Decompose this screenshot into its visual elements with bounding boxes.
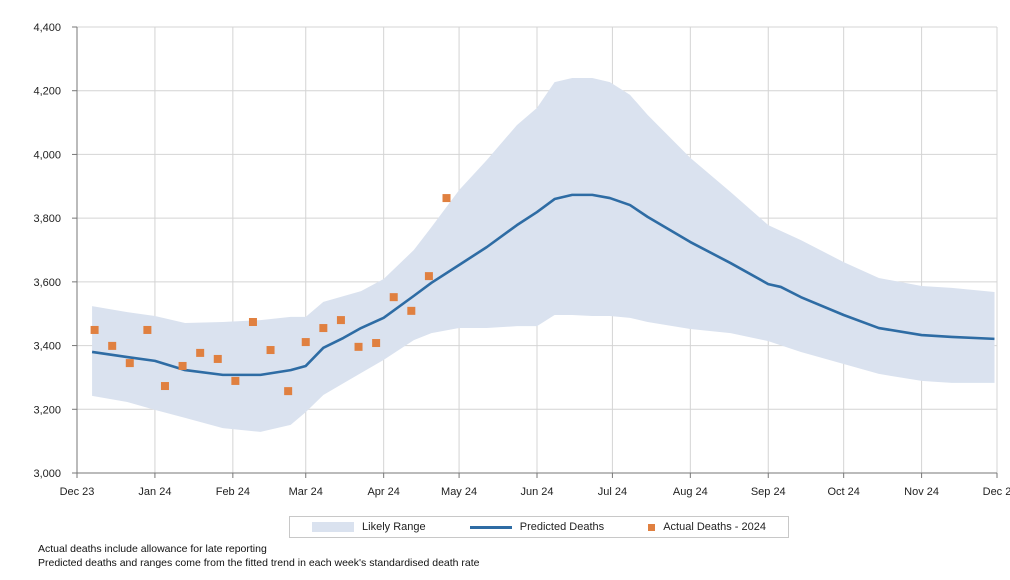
x-tick-label: Jul 24 (598, 486, 627, 498)
actual-death-point (372, 339, 381, 348)
point-swatch (648, 523, 656, 531)
y-tick-label: 4,200 (33, 86, 61, 98)
actual-death-point (301, 338, 310, 347)
actual-death-point (284, 387, 293, 396)
predicted-deaths-line (91, 193, 995, 377)
actual-death-point (143, 325, 152, 334)
actual-death-point (231, 376, 240, 385)
x-tick-label: Dec 23 (60, 486, 95, 498)
x-tick-label: Oct 24 (827, 486, 859, 498)
y-tick-label: 3,200 (33, 404, 61, 416)
x-tick-label: Mar 24 (289, 486, 323, 498)
actual-death-point (178, 361, 187, 370)
chart: 3,000 3,200 3,400 3,600 3,800 4,000 4,200 4,400… (33, 22, 1010, 498)
legend-item-likely-range: Likely Range (312, 521, 426, 533)
x-tick-label: Sep 24 (751, 486, 786, 498)
y-tick-label: 4,000 (33, 149, 61, 161)
likely-range-area (92, 77, 995, 432)
predicted-deaths-path (91, 193, 995, 377)
actual-death-point (407, 306, 416, 315)
y-tick-label: 3,800 (33, 213, 61, 225)
y-tick-label: 3,000 (33, 468, 61, 480)
legend-label: Predicted Deaths (519, 521, 605, 533)
axes: 3,000 3,200 3,400 3,600 3,800 4,000 4,200 4,400… (33, 22, 1010, 498)
legend: Likely Range Predicted Deaths Actual Dea… (289, 516, 789, 538)
actual-death-point (389, 293, 398, 302)
x-tick-label: Feb 24 (216, 486, 250, 498)
actual-death-point (196, 348, 205, 357)
line-swatch (469, 525, 512, 529)
actual-death-point (108, 341, 117, 350)
actual-death-point (424, 272, 433, 281)
x-tick-label: Apr 24 (367, 486, 399, 498)
actual-death-point (248, 317, 257, 326)
actual-death-point (90, 325, 99, 334)
y-tick-label: 3,400 (33, 341, 61, 353)
actual-death-point (213, 354, 222, 363)
actual-deaths-points (90, 194, 451, 396)
actual-death-point (319, 324, 328, 333)
x-tick-label: Jan 24 (138, 486, 171, 498)
likely-range-band (92, 77, 995, 432)
y-tick-label: 4,400 (33, 22, 61, 34)
y-tick-label: 3,600 (33, 277, 61, 289)
actual-death-point (160, 382, 169, 391)
actual-death-point (442, 194, 451, 203)
x-tick-label: Aug 24 (673, 486, 708, 498)
actual-death-point (125, 359, 134, 368)
x-tick-label: Dec 2 (983, 486, 1010, 498)
actual-death-point (354, 342, 363, 351)
x-tick-label: Jun 24 (520, 486, 553, 498)
legend-label: Likely Range (362, 521, 426, 533)
band-swatch (312, 522, 355, 532)
legend-label: Actual Deaths - 2024 (663, 521, 766, 533)
footnote: Predicted deaths and ranges come from th… (38, 557, 480, 569)
actual-death-point (266, 346, 275, 355)
x-tick-label: May 24 (441, 486, 477, 498)
x-tick-label: Nov 24 (904, 486, 939, 498)
legend-item-actual: Actual Deaths - 2024 (648, 521, 766, 533)
footnote: Actual deaths include allowance for late… (38, 543, 267, 555)
legend-item-predicted: Predicted Deaths (469, 521, 605, 533)
actual-death-point (336, 316, 345, 325)
